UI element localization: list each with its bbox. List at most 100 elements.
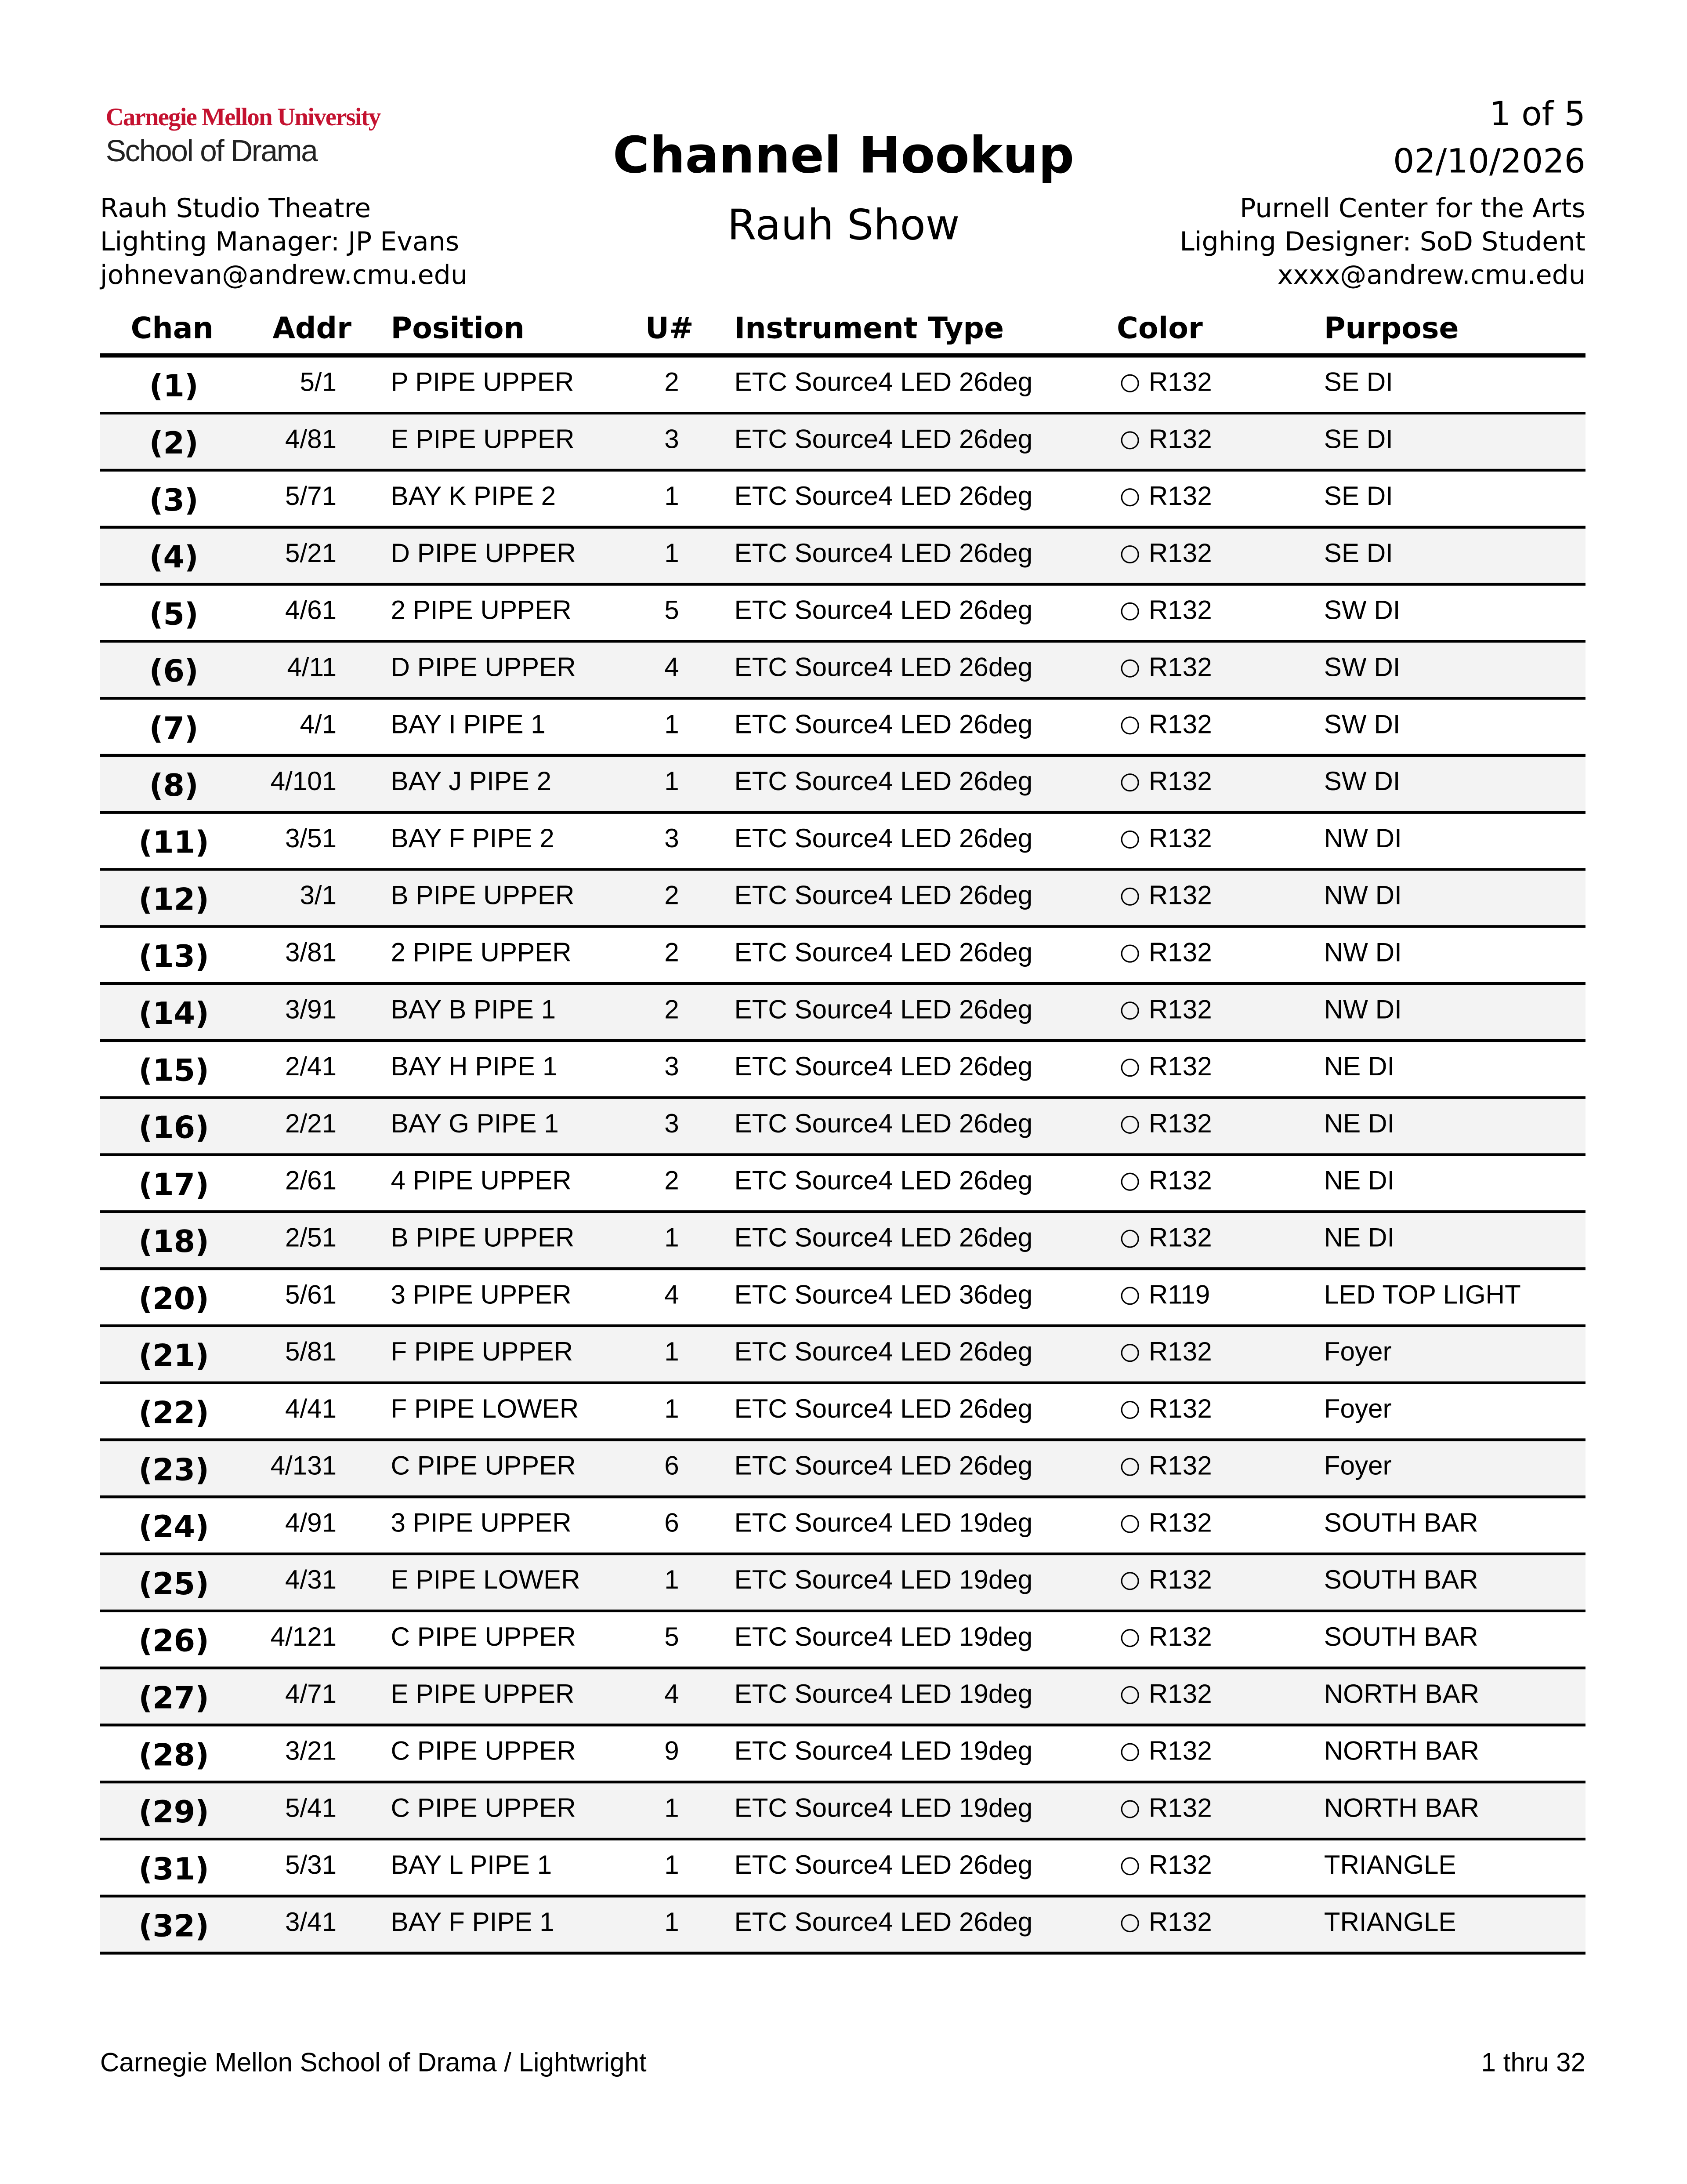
address-cell: 3/81 — [285, 939, 337, 969]
color-label: R132 — [1148, 483, 1212, 512]
channel-cell: (23) — [138, 1454, 209, 1489]
unit-number-cell: 1 — [664, 1338, 679, 1368]
position-cell: 4 PIPE UPPER — [391, 1167, 572, 1197]
color-label: R132 — [1148, 1338, 1212, 1368]
table-row: (31) 5/31 BAY L PIPE 1 1 ETC Source4 LED 26d… — [100, 1840, 1586, 1898]
table-row: (20) 5/61 3 PIPE UPPER 4 ETC Source4 LED 36d… — [100, 1270, 1586, 1328]
channel-cell: (2) — [149, 427, 199, 462]
color-label: R132 — [1148, 882, 1212, 911]
table-row: (32) 3/41 BAY F PIPE 1 1 ETC Source4 LED 26d… — [100, 1897, 1586, 1955]
header-purpose: Purpose — [1324, 312, 1459, 345]
unit-number-cell: 1 — [664, 711, 679, 740]
color-swatch-icon — [1121, 1800, 1139, 1818]
color-label: R132 — [1148, 1224, 1212, 1254]
color-cell: R132 — [1121, 1567, 1212, 1597]
color-cell: R132 — [1121, 1395, 1212, 1426]
address-cell: 5/71 — [285, 483, 337, 512]
table-row: (3) 5/71 BAY K PIPE 2 1 ETC Source4 LED 26de… — [100, 472, 1586, 529]
color-swatch-icon — [1121, 716, 1139, 735]
instrument-type-cell: ETC Source4 LED 26deg — [734, 425, 1033, 455]
color-swatch-icon — [1121, 1914, 1139, 1933]
unit-number-cell: 1 — [664, 768, 679, 797]
color-cell: R132 — [1121, 1680, 1212, 1711]
channel-cell: (12) — [138, 883, 209, 918]
instrument-type-cell: ETC Source4 LED 26deg — [734, 483, 1033, 512]
color-cell: R132 — [1121, 1338, 1212, 1369]
address-cell: 4/121 — [270, 1623, 337, 1653]
table-row: (8) 4/101 BAY J PIPE 2 1 ETC Source4 LED 26d… — [100, 757, 1586, 814]
page-title: Channel Hookup — [612, 128, 1075, 185]
header-position: Position — [391, 312, 525, 345]
color-swatch-icon — [1121, 659, 1139, 678]
address-cell: 5/1 — [300, 368, 337, 398]
color-swatch-icon — [1121, 602, 1139, 620]
color-label: R132 — [1148, 1794, 1212, 1824]
channel-cell: (31) — [138, 1853, 209, 1888]
color-cell: R132 — [1121, 1224, 1212, 1255]
unit-number-cell: 4 — [664, 1680, 679, 1710]
address-cell: 4/71 — [285, 1680, 337, 1710]
channel-cell: (7) — [149, 712, 199, 747]
position-cell: E PIPE LOWER — [391, 1566, 580, 1596]
table-body: (1) 5/1 P PIPE UPPER 2 ETC Source4 LED 26deg… — [100, 358, 1586, 1955]
position-cell: C PIPE UPPER — [391, 1737, 576, 1767]
purpose-cell: SOUTH BAR — [1324, 1566, 1478, 1596]
purpose-cell: SE DI — [1324, 425, 1393, 455]
purpose-cell: TRIANGLE — [1324, 1851, 1456, 1881]
address-cell: 4/91 — [285, 1509, 337, 1539]
color-label: R132 — [1148, 1452, 1212, 1482]
color-swatch-icon — [1121, 1172, 1139, 1191]
table-row: (15) 2/41 BAY H PIPE 1 3 ETC Source4 LED 26d… — [100, 1042, 1586, 1099]
instrument-type-cell: ETC Source4 LED 26deg — [734, 653, 1033, 683]
purpose-cell: NW DI — [1324, 939, 1402, 969]
channel-cell: (13) — [138, 940, 209, 976]
unit-number-cell: 3 — [664, 1053, 679, 1082]
address-cell: 4/131 — [270, 1452, 337, 1482]
purpose-cell: NW DI — [1324, 996, 1402, 1026]
address-cell: 4/1 — [300, 711, 337, 740]
color-cell: R132 — [1121, 426, 1212, 457]
color-cell: R132 — [1121, 1167, 1212, 1198]
table-row: (13) 3/81 2 PIPE UPPER 2 ETC Source4 LED 26d… — [100, 928, 1586, 985]
color-cell: R132 — [1121, 939, 1212, 970]
color-swatch-icon — [1121, 1400, 1139, 1419]
color-swatch-icon — [1121, 1287, 1139, 1305]
color-cell: R132 — [1121, 825, 1212, 856]
unit-number-cell: 3 — [664, 425, 679, 455]
table-row: (16) 2/21 BAY G PIPE 1 3 ETC Source4 LED 26d… — [100, 1099, 1586, 1156]
purpose-cell: SW DI — [1324, 653, 1401, 683]
instrument-type-cell: ETC Source4 LED 26deg — [734, 1452, 1033, 1482]
position-cell: C PIPE UPPER — [391, 1623, 576, 1653]
color-label: R132 — [1148, 1851, 1212, 1881]
address-cell: 2/51 — [285, 1224, 337, 1254]
address-cell: 3/1 — [300, 882, 337, 911]
color-cell: R132 — [1121, 597, 1212, 628]
color-label: R132 — [1148, 540, 1212, 569]
instrument-type-cell: ETC Source4 LED 26deg — [734, 1908, 1033, 1938]
purpose-cell: NORTH BAR — [1324, 1794, 1479, 1824]
color-label: R132 — [1148, 768, 1212, 797]
cmu-logo: Carnegie Mellon University — [105, 103, 381, 131]
address-cell: 4/81 — [285, 425, 337, 455]
table-row: (24) 4/91 3 PIPE UPPER 6 ETC Source4 LED 19d… — [100, 1498, 1586, 1556]
instrument-type-cell: ETC Source4 LED 26deg — [734, 597, 1033, 626]
channel-cell: (14) — [138, 997, 209, 1032]
table-row: (4) 5/21 D PIPE UPPER 1 ETC Source4 LED 26de… — [100, 528, 1586, 586]
channel-cell: (22) — [138, 1397, 209, 1432]
channel-cell: (20) — [138, 1282, 209, 1317]
instrument-type-cell: ETC Source4 LED 26deg — [734, 540, 1033, 569]
instrument-type-cell: ETC Source4 LED 26deg — [734, 1395, 1033, 1425]
channel-cell: (18) — [138, 1225, 209, 1261]
channel-cell: (3) — [149, 484, 199, 519]
instrument-type-cell: ETC Source4 LED 19deg — [734, 1566, 1033, 1596]
position-cell: BAY F PIPE 1 — [391, 1908, 554, 1938]
position-cell: D PIPE UPPER — [391, 653, 576, 683]
color-swatch-icon — [1121, 944, 1139, 963]
lighting-manager: Lighting Manager: JP Evans — [100, 227, 460, 258]
color-cell: R132 — [1121, 1623, 1212, 1654]
manager-email: johnevan@andrew.cmu.edu — [100, 260, 468, 291]
channel-cell: (15) — [138, 1054, 209, 1089]
header-color: Color — [1117, 312, 1203, 345]
unit-number-cell: 6 — [664, 1509, 679, 1539]
position-cell: 2 PIPE UPPER — [391, 597, 572, 626]
